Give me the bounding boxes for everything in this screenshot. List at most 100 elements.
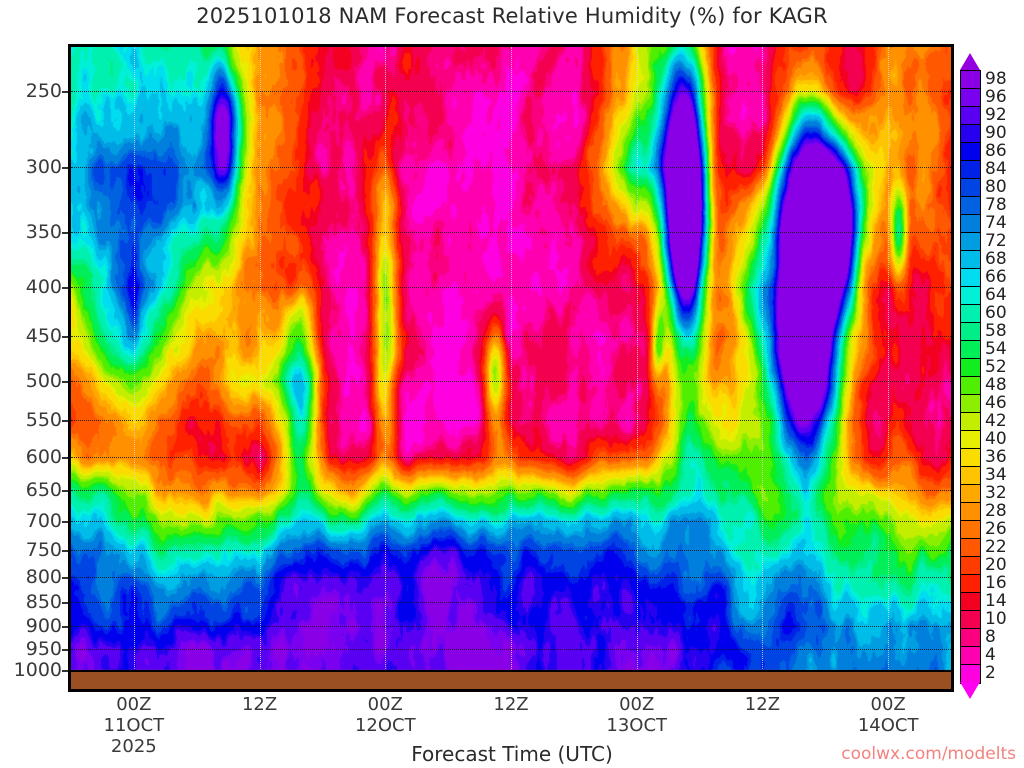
colorbar-label: 34 [985, 465, 1007, 485]
colorbar-legend: 98 96 92 90 86 84 80 78 74 72 68 66 64 60 58 54 52 48 46 42… [960, 52, 1020, 712]
colorbar-label: 86 [985, 141, 1007, 161]
x-axis-year-label: 2025 [110, 736, 157, 757]
y-axis-tick [62, 167, 68, 170]
colorbar-label: 16 [985, 573, 1007, 593]
colorbar-swatch [960, 304, 981, 324]
colorbar-swatch [960, 340, 981, 360]
terrain-band [71, 670, 951, 689]
y-axis-label: 600 [25, 445, 62, 468]
x-axis-tick-group: 12Z [242, 694, 277, 715]
page-title: 2025101018 NAM Forecast Relative Humidit… [196, 4, 828, 28]
colorbar-label: 74 [985, 213, 1007, 233]
colorbar-label: 78 [985, 195, 1007, 215]
vertical-gridline [511, 47, 512, 689]
y-axis-label: 400 [25, 276, 62, 299]
contour-plot [68, 44, 954, 692]
x-axis-time-label: 12Z [493, 694, 529, 715]
colorbar-label: 32 [985, 483, 1007, 503]
colorbar-label: 92 [985, 105, 1007, 125]
y-axis-tick [62, 549, 68, 552]
y-axis-label: 700 [25, 510, 62, 533]
y-axis-tick [62, 602, 68, 605]
y-axis-tick [62, 576, 68, 579]
colorbar-label: 84 [985, 159, 1007, 179]
y-axis-tick [62, 231, 68, 234]
colorbar-swatch [960, 592, 981, 612]
x-axis-time-label: 00Z [870, 694, 906, 715]
x-axis-date-label: 12OCT [354, 715, 416, 736]
x-axis-time-label: 00Z [619, 694, 655, 715]
x-axis-tick-group: 00Z 11OCT 2025 [104, 694, 165, 757]
y-axis-tick [62, 336, 68, 339]
colorbar-swatch [960, 412, 981, 432]
x-axis-time-label: 12Z [744, 694, 781, 715]
colorbar-swatch [960, 358, 981, 378]
x-axis-tick-group: 00Z 13OCT [606, 694, 667, 736]
y-axis-label: 850 [25, 591, 62, 614]
colorbar-label: 22 [985, 537, 1007, 557]
colorbar-swatch [960, 214, 981, 234]
y-axis-tick [62, 420, 68, 423]
colorbar-label: 58 [985, 321, 1007, 341]
colorbar-swatch [960, 538, 981, 558]
y-axis-tick [62, 521, 68, 524]
colorbar-swatch [960, 268, 981, 288]
y-axis-label: 800 [25, 565, 62, 588]
vertical-gridline [259, 47, 261, 689]
y-axis-tick [62, 625, 68, 628]
y-axis-tick [62, 648, 68, 651]
vertical-gridline [385, 47, 387, 689]
colorbar-label: 46 [985, 393, 1007, 413]
colorbar-swatch [960, 286, 981, 306]
colorbar-top-arrow-icon [960, 53, 980, 70]
y-axis-label: 900 [25, 614, 62, 637]
colorbar-label: 20 [985, 555, 1007, 575]
x-axis-date-label: 13OCT [606, 715, 668, 736]
colorbar-label: 42 [985, 411, 1007, 431]
vertical-gridline [133, 47, 135, 689]
colorbar-label: 98 [985, 69, 1007, 89]
colorbar-label: 2 [985, 663, 996, 683]
colorbar-swatch [960, 556, 981, 576]
colorbar-swatch [960, 484, 981, 504]
colorbar-swatch [960, 502, 981, 522]
y-axis-label: 750 [25, 538, 62, 561]
x-axis-time-label: 00Z [116, 694, 152, 715]
colorbar-label: 52 [985, 357, 1007, 377]
colorbar-bottom-arrow-icon [960, 682, 980, 699]
y-axis-label: 650 [25, 479, 62, 502]
colorbar-label: 80 [985, 177, 1007, 197]
x-axis-time-label: 12Z [241, 694, 278, 715]
colorbar-label: 66 [985, 267, 1007, 287]
colorbar-swatch [960, 646, 981, 666]
colorbar-label: 28 [985, 501, 1007, 521]
colorbar-label: 48 [985, 375, 1007, 395]
colorbar-label: 90 [985, 123, 1007, 143]
colorbar-label: 54 [985, 339, 1007, 359]
x-axis-tick-group: 12Z [493, 694, 528, 715]
y-axis-label: 950 [25, 637, 62, 660]
y-axis-label: 550 [25, 409, 62, 432]
colorbar-swatch [960, 610, 981, 630]
colorbar-swatch [960, 448, 981, 468]
x-axis-date-label: 11OCT [103, 715, 165, 736]
colorbar-label: 10 [985, 609, 1007, 629]
colorbar-swatch [960, 574, 981, 594]
colorbar-swatch [960, 394, 981, 414]
colorbar-swatch [960, 178, 981, 198]
colorbar-label: 72 [985, 231, 1007, 251]
y-axis-tick [62, 91, 68, 93]
watermark: coolwx.com/modelts [841, 744, 1016, 764]
colorbar-swatch [960, 664, 981, 684]
y-axis-tick [62, 456, 68, 459]
y-axis-label: 500 [25, 369, 62, 392]
colorbar-label: 36 [985, 447, 1007, 467]
colorbar-swatch [960, 628, 981, 648]
colorbar-label: 14 [985, 591, 1007, 611]
colorbar-label: 40 [985, 429, 1007, 449]
colorbar-swatch [960, 106, 981, 126]
x-axis-tick-group: 00Z 12OCT [355, 694, 416, 736]
colorbar-swatch [960, 520, 981, 540]
colorbar-swatch [960, 196, 981, 216]
colorbar-label: 8 [985, 627, 996, 647]
